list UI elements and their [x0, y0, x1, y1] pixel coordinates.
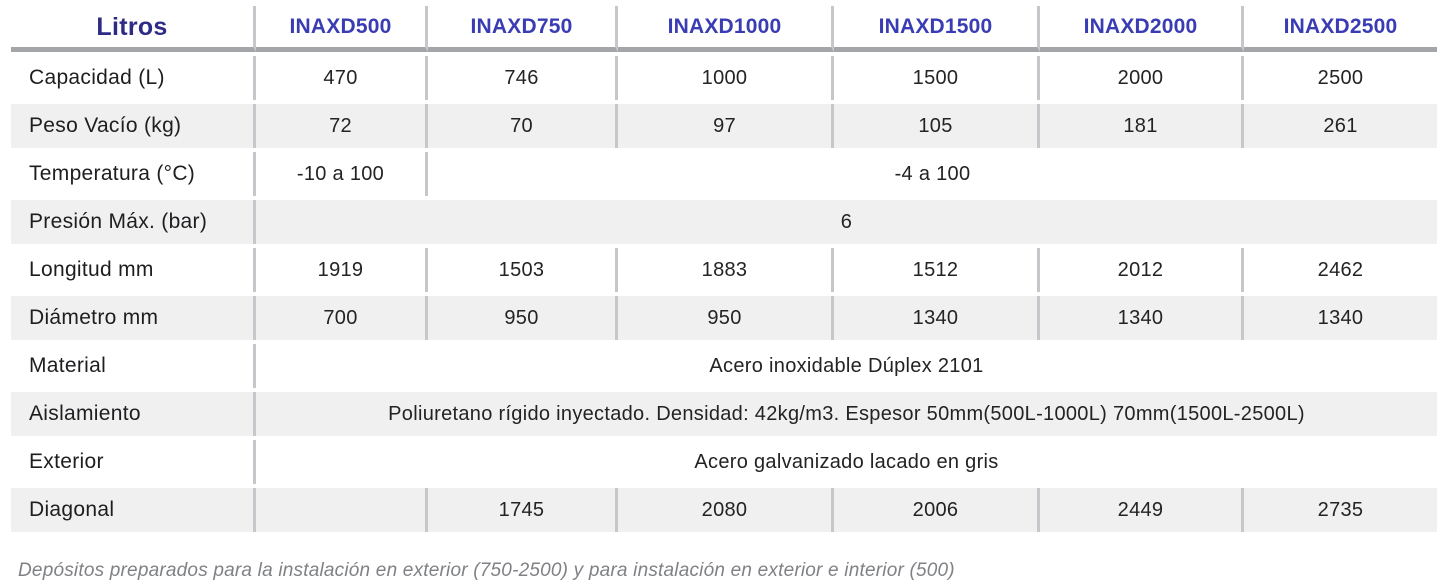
spec-row-peso-vacio: Peso Vacío (kg) 72 70 97 105 181 261: [11, 104, 1437, 148]
value-cell: 1745: [428, 488, 618, 532]
row-label: Longitud mm: [11, 248, 256, 292]
value-cell: 2462: [1244, 248, 1437, 292]
value-cell: 97: [618, 104, 834, 148]
value-cell: 70: [428, 104, 618, 148]
value-cell: 1000: [618, 56, 834, 100]
spec-row-presion-max: Presión Máx. (bar) 6: [11, 200, 1437, 244]
value-cell: 746: [428, 56, 618, 100]
value-cell-empty: [256, 488, 428, 532]
row-label: Exterior: [11, 440, 256, 484]
value-cell: 1340: [834, 296, 1040, 340]
column-header-inaxd1500: INAXD1500: [834, 6, 1040, 52]
row-label: Peso Vacío (kg): [11, 104, 256, 148]
row-label: Material: [11, 344, 256, 388]
row-label: Diagonal: [11, 488, 256, 532]
datasheet-page: Litros INAXD500 INAXD750 INAXD1000 INAXD…: [11, 2, 1437, 581]
value-cell: 2500: [1244, 56, 1437, 100]
spec-row-exterior: Exterior Acero galvanizado lacado en gri…: [11, 440, 1437, 484]
value-cell: 72: [256, 104, 428, 148]
value-cell: 2080: [618, 488, 834, 532]
value-cell: 1919: [256, 248, 428, 292]
value-cell: 470: [256, 56, 428, 100]
footnote: Depósitos preparados para la instalación…: [18, 560, 955, 581]
value-cell: 2006: [834, 488, 1040, 532]
column-header-inaxd750: INAXD750: [428, 6, 618, 52]
row-label: Presión Máx. (bar): [11, 200, 256, 244]
span-value-cell: Poliuretano rígido inyectado. Densidad: …: [256, 392, 1437, 436]
value-cell: 1340: [1040, 296, 1244, 340]
spec-row-aislamiento: Aislamiento Poliuretano rígido inyectado…: [11, 392, 1437, 436]
value-cell: 2449: [1040, 488, 1244, 532]
corner-header-litros: Litros: [11, 6, 256, 52]
value-cell: -10 a 100: [256, 152, 428, 196]
value-cell: 950: [428, 296, 618, 340]
value-cell: 261: [1244, 104, 1437, 148]
row-label: Temperatura (°C): [11, 152, 256, 196]
span-value-cell: -4 a 100: [428, 152, 1437, 196]
spec-row-longitud: Longitud mm 1919 1503 1883 1512 2012 246…: [11, 248, 1437, 292]
spec-row-material: Material Acero inoxidable Dúplex 2101: [11, 344, 1437, 388]
value-cell: 2735: [1244, 488, 1437, 532]
row-label: Diámetro mm: [11, 296, 256, 340]
value-cell: 1883: [618, 248, 834, 292]
column-header-inaxd2000: INAXD2000: [1040, 6, 1244, 52]
value-cell: 2012: [1040, 248, 1244, 292]
value-cell: 950: [618, 296, 834, 340]
span-value-cell: Acero galvanizado lacado en gris: [256, 440, 1437, 484]
spec-row-diametro: Diámetro mm 700 950 950 1340 1340 1340: [11, 296, 1437, 340]
row-label: Capacidad (L): [11, 56, 256, 100]
value-cell: 1340: [1244, 296, 1437, 340]
column-header-inaxd1000: INAXD1000: [618, 6, 834, 52]
span-value-cell: Acero inoxidable Dúplex 2101: [256, 344, 1437, 388]
spec-row-capacidad: Capacidad (L) 470 746 1000 1500 2000 250…: [11, 56, 1437, 100]
value-cell: 105: [834, 104, 1040, 148]
value-cell: 1500: [834, 56, 1040, 100]
spec-row-temperatura: Temperatura (°C) -10 a 100 -4 a 100: [11, 152, 1437, 196]
value-cell: 2000: [1040, 56, 1244, 100]
value-cell: 1503: [428, 248, 618, 292]
spec-table: Litros INAXD500 INAXD750 INAXD1000 INAXD…: [11, 2, 1437, 536]
header-row: Litros INAXD500 INAXD750 INAXD1000 INAXD…: [11, 6, 1437, 52]
column-header-inaxd500: INAXD500: [256, 6, 428, 52]
column-header-inaxd2500: INAXD2500: [1244, 6, 1437, 52]
spec-row-diagonal: Diagonal 1745 2080 2006 2449 2735: [11, 488, 1437, 532]
span-value-cell: 6: [256, 200, 1437, 244]
value-cell: 181: [1040, 104, 1244, 148]
value-cell: 700: [256, 296, 428, 340]
row-label: Aislamiento: [11, 392, 256, 436]
value-cell: 1512: [834, 248, 1040, 292]
